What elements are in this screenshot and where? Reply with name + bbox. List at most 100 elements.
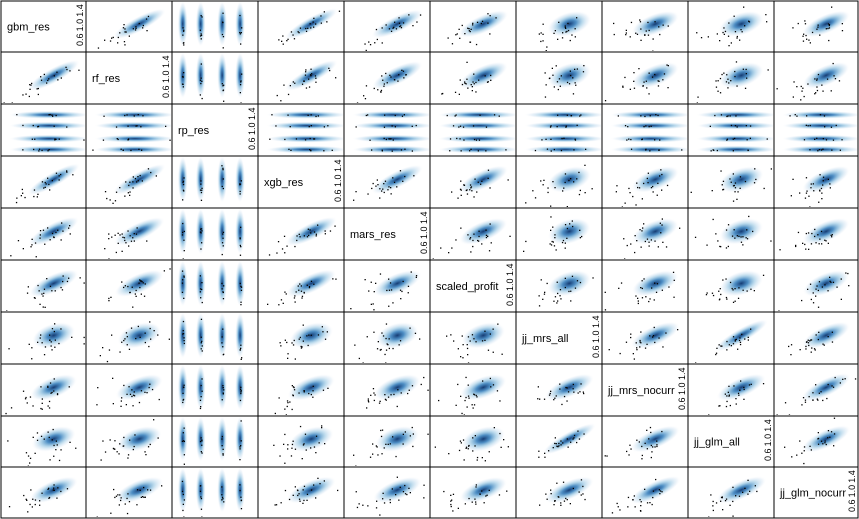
density-band (217, 468, 228, 513)
data-point (182, 42, 185, 44)
data-point (399, 289, 402, 291)
data-point (608, 349, 610, 351)
data-point (490, 242, 492, 244)
data-point (44, 181, 46, 184)
data-point (309, 149, 311, 151)
data-point (801, 90, 803, 92)
data-point (487, 13, 489, 15)
panel-jj_mrs_nocurr-vs-jj_mrs_all (515, 363, 603, 417)
density-band (437, 121, 515, 130)
data-point (125, 242, 127, 244)
data-point (827, 383, 829, 386)
data-point (368, 41, 370, 43)
data-point (643, 182, 645, 185)
panel-rf_res-vs-jj_glm_nocurr (773, 51, 859, 105)
data-point (562, 190, 564, 192)
data-point (394, 126, 396, 128)
density-cloud (371, 61, 423, 90)
data-point (718, 344, 720, 346)
data-point (362, 362, 364, 363)
data-point (308, 287, 311, 289)
data-point (714, 114, 716, 117)
data-point (394, 21, 396, 23)
panel-jj_glm_nocurr-vs-jj_mrs_all (515, 466, 603, 519)
data-point (470, 84, 472, 86)
data-point (389, 282, 392, 284)
data-point (310, 447, 312, 449)
data-point (286, 405, 288, 408)
data-point (148, 345, 150, 348)
data-point (744, 87, 747, 89)
data-point (464, 81, 466, 83)
data-point (147, 15, 150, 18)
data-point (41, 181, 44, 183)
data-point (222, 178, 224, 180)
data-point (547, 187, 549, 189)
data-point (55, 114, 57, 117)
data-point (240, 286, 243, 288)
data-point (489, 33, 491, 35)
data-point (432, 258, 434, 259)
data-point (51, 180, 53, 182)
data-point (182, 34, 184, 36)
data-point (635, 32, 637, 34)
data-point (563, 500, 566, 502)
data-point (367, 114, 369, 116)
data-point (645, 149, 647, 151)
data-point (457, 383, 459, 386)
data-point (127, 285, 129, 288)
data-point (574, 82, 576, 84)
density-band (177, 261, 188, 307)
data-point (471, 190, 473, 192)
data-point (294, 358, 296, 360)
data-point (820, 187, 823, 190)
data-point (298, 392, 300, 394)
data-point (395, 494, 397, 496)
data-point (338, 10, 341, 12)
data-point (376, 38, 378, 41)
data-point (309, 137, 311, 140)
data-point (652, 191, 654, 193)
data-point (767, 69, 769, 71)
data-point (68, 277, 70, 279)
data-point (581, 235, 583, 238)
data-point (284, 408, 286, 410)
data-point (542, 33, 544, 35)
data-point (500, 446, 502, 448)
data-point (648, 72, 650, 74)
data-point (182, 333, 184, 335)
data-point (24, 398, 27, 400)
density-band (351, 134, 429, 143)
data-point (724, 393, 726, 395)
data-point (200, 33, 202, 35)
data-point (800, 85, 802, 88)
data-point (728, 82, 730, 84)
data-point (452, 125, 455, 127)
data-point (643, 126, 645, 128)
data-point (826, 397, 828, 400)
data-point (499, 400, 501, 402)
data-point (419, 14, 422, 16)
data-point (616, 502, 618, 505)
data-point (310, 125, 312, 127)
data-point (133, 445, 135, 448)
data-point (182, 509, 184, 512)
data-point (379, 514, 381, 516)
data-point (183, 297, 185, 299)
data-point (55, 449, 57, 451)
data-point (381, 42, 383, 44)
data-point (403, 114, 405, 116)
data-point (313, 484, 315, 486)
data-point (810, 339, 813, 341)
data-point (313, 231, 316, 233)
panel-jj_mrs_all-vs-rp_res (171, 311, 259, 365)
data-point (183, 29, 185, 31)
panel-rp_res-vs-jj_mrs_nocurr (601, 103, 689, 157)
data-point (738, 394, 740, 396)
data-point (416, 21, 418, 23)
data-point (373, 399, 375, 402)
data-point (624, 76, 626, 79)
data-point (222, 233, 224, 235)
data-point (393, 26, 395, 28)
data-point (57, 229, 59, 231)
